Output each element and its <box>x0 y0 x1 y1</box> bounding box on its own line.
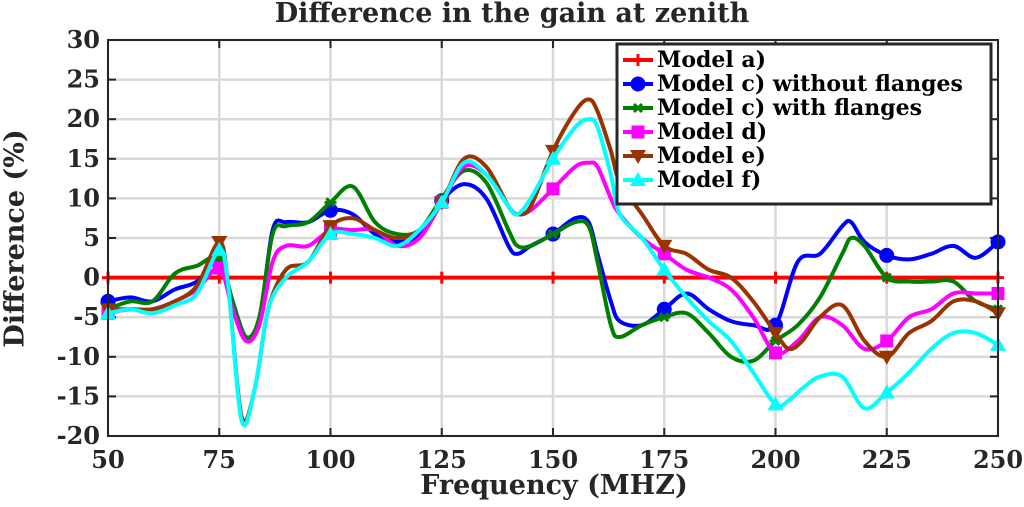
legend-label: Model a) <box>657 47 766 73</box>
y-tick-label: 15 <box>67 144 100 173</box>
series-5-marker <box>322 226 339 241</box>
chart-title: Difference in the gain at zenith <box>274 0 750 29</box>
legend-swatch-marker <box>631 125 645 139</box>
x-tick-label: 225 <box>862 445 912 474</box>
series-3-marker <box>880 334 894 348</box>
series-2-marker <box>547 228 559 240</box>
series-5-marker <box>433 194 450 209</box>
series-line-3 <box>107 160 998 356</box>
y-tick-label: 0 <box>83 263 100 292</box>
legend-box <box>615 42 993 206</box>
y-tick-label: -10 <box>57 342 100 371</box>
x-tick-label: 150 <box>528 445 578 474</box>
legend-label: Model c) with flanges <box>657 95 922 121</box>
series-5-marker <box>545 150 561 165</box>
series-3-marker <box>769 346 782 360</box>
y-tick-label: 25 <box>67 65 100 94</box>
y-tick-label: -20 <box>57 421 100 450</box>
series-5-marker <box>878 384 895 399</box>
series-3-marker <box>546 182 560 196</box>
series-4-marker <box>767 327 784 342</box>
legend-label: Model e) <box>657 143 766 169</box>
series-0-marker <box>324 271 337 284</box>
series-2-marker <box>324 197 337 208</box>
series-0-marker <box>547 271 559 284</box>
legend-label: Model d) <box>657 119 767 145</box>
x-tick-label: 200 <box>750 445 800 474</box>
series-3-marker <box>212 261 226 275</box>
x-tick-label: 75 <box>203 445 236 474</box>
y-tick-label: 10 <box>67 183 100 212</box>
x-tick-label: 250 <box>973 445 1023 474</box>
series-5-marker <box>211 241 228 256</box>
series-0-marker <box>769 271 782 284</box>
x-axis-label: Frequency (MHZ) <box>420 470 688 501</box>
series-5-marker <box>656 261 673 276</box>
series-4-marker <box>878 350 895 365</box>
y-tick-label: 20 <box>67 104 100 133</box>
series-1-marker <box>879 247 895 263</box>
x-tick-label: 50 <box>91 445 124 474</box>
x-tick-label: 175 <box>639 445 689 474</box>
series-0-marker <box>435 271 448 284</box>
y-axis-label: Difference (%) <box>0 129 31 348</box>
series-line-5 <box>107 117 999 428</box>
axes-box <box>107 39 999 437</box>
legend-label: Model f) <box>657 167 761 193</box>
x-tick-label: 100 <box>305 445 355 474</box>
legend-swatch-marker <box>632 54 644 66</box>
legend-swatch-marker <box>630 76 646 92</box>
legend-swatch-marker <box>632 102 644 114</box>
y-tick-label: 5 <box>83 223 100 252</box>
y-tick-label: -5 <box>73 302 100 331</box>
series-2-marker <box>880 272 893 283</box>
legend-swatch-marker <box>630 150 646 164</box>
series-2-marker <box>658 312 671 323</box>
series-4-marker <box>656 239 673 254</box>
legend-swatch-marker <box>630 172 646 186</box>
y-tick-label: 30 <box>67 25 100 54</box>
x-tick-label: 125 <box>417 445 467 474</box>
series-5-marker <box>767 396 784 411</box>
legend-label: Model c) without flanges <box>657 71 963 97</box>
y-tick-label: -15 <box>57 381 100 410</box>
